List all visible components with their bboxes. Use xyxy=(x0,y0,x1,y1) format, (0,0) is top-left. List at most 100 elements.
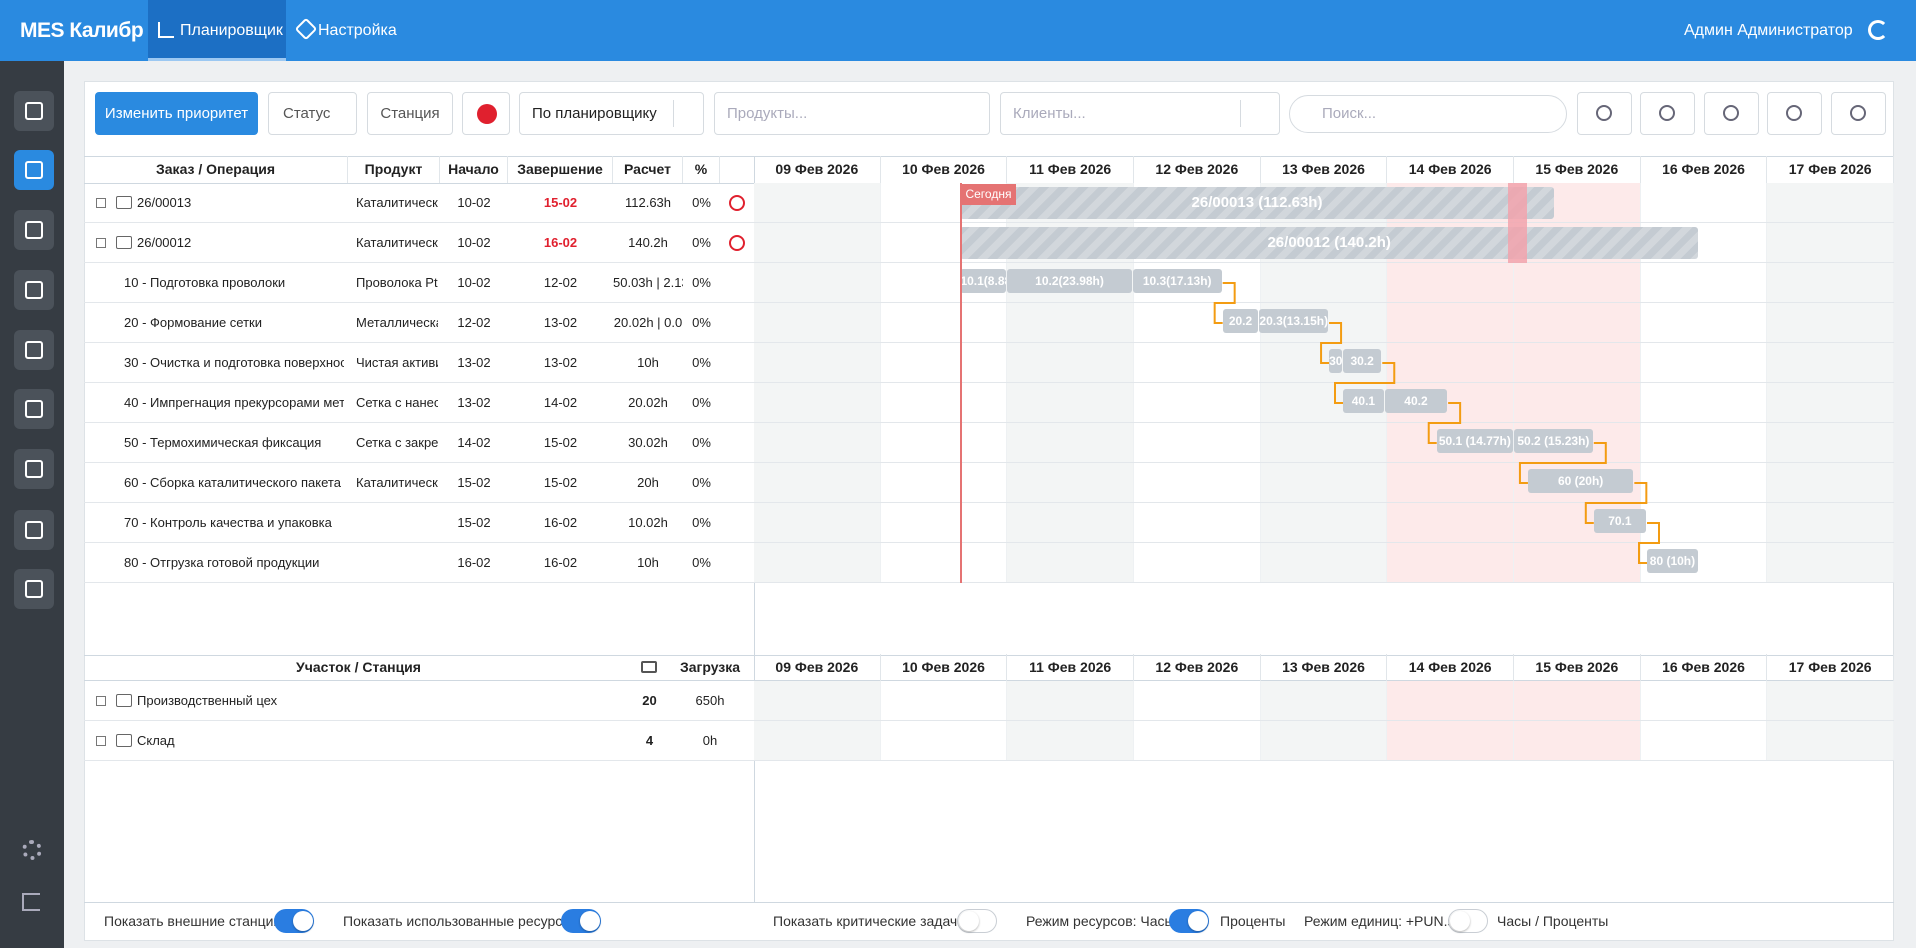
expand-icon[interactable] xyxy=(96,238,106,248)
priority-button[interactable]: Изменить приоритет xyxy=(95,92,258,135)
search-input[interactable]: Поиск... xyxy=(1289,95,1567,133)
date-header: 15 Фев 2026 xyxy=(1514,156,1641,183)
icon-button[interactable] xyxy=(1577,92,1632,135)
sidebar-icon xyxy=(25,221,43,239)
gantt-bar[interactable]: 70.1 xyxy=(1593,509,1646,533)
gantt-column xyxy=(1260,681,1388,761)
expand-icon[interactable] xyxy=(96,736,106,746)
sidebar-icon xyxy=(25,460,43,478)
cell: Сетка с нанесё xyxy=(356,395,438,410)
icon-button[interactable] xyxy=(1640,92,1695,135)
sidebar-button[interactable] xyxy=(14,210,54,250)
sidebar-button[interactable] xyxy=(14,389,54,429)
gantt-bar[interactable]: 26/00013 (112.63h) xyxy=(960,187,1554,219)
cell: 20h xyxy=(637,475,659,490)
planner-select[interactable]: По планировщику xyxy=(519,92,704,135)
user-icon[interactable] xyxy=(1868,20,1888,40)
alert-button[interactable] xyxy=(462,92,510,135)
gantt-bar[interactable]: 60 (20h) xyxy=(1527,469,1634,493)
toggle[interactable] xyxy=(561,909,601,933)
gantt-bar[interactable]: 20.3(13.15h) xyxy=(1259,309,1329,333)
cell: 0h xyxy=(702,733,718,748)
row-line xyxy=(84,502,1894,503)
gantt-bar[interactable]: 80 (10h) xyxy=(1647,549,1698,573)
nav-tab-active[interactable] xyxy=(148,0,286,61)
column-header: % xyxy=(683,156,720,183)
gantt-column xyxy=(1767,183,1894,583)
cell: 13-02 xyxy=(457,395,491,410)
gantt-bar[interactable]: 40.2 xyxy=(1384,389,1448,413)
gantt-bar[interactable]: 10.1(8.88h) xyxy=(960,269,1007,293)
cell: 80 - Отгрузка готовой продукции xyxy=(124,555,320,570)
gantt-bar[interactable]: 20.2 xyxy=(1222,309,1259,333)
row-line xyxy=(84,262,1894,263)
cell: 40 - Импрегнация прекурсорами металлов xyxy=(124,395,344,410)
gantt-bar[interactable]: 50.1 (14.77h) xyxy=(1436,429,1513,453)
cell: Сетка с закрепл xyxy=(356,435,438,450)
sidebar-button[interactable] xyxy=(14,270,54,310)
date-header: 09 Фев 2026 xyxy=(754,156,881,183)
expand-icon[interactable] xyxy=(96,696,106,706)
toggle[interactable] xyxy=(1448,909,1488,933)
cell: 140.2h xyxy=(628,235,668,250)
cell: 0% xyxy=(692,355,711,370)
cell: 20 - Формование сетки xyxy=(124,315,262,330)
cell: 50.03h | 2.13 xyxy=(613,275,683,290)
icon-button[interactable] xyxy=(1704,92,1759,135)
expand-icon[interactable] xyxy=(96,198,106,208)
gantt-column xyxy=(754,183,881,583)
cell: 12-02 xyxy=(457,315,491,330)
sidebar-button[interactable] xyxy=(14,150,54,190)
icon-button[interactable] xyxy=(1831,92,1886,135)
gantt-bar[interactable]: 30.2 xyxy=(1343,349,1382,373)
status-filter[interactable]: Статус xyxy=(268,92,357,135)
sidebar-icon xyxy=(25,161,43,179)
gantt-bar[interactable]: 30.1 xyxy=(1329,349,1342,373)
settings-icon[interactable] xyxy=(22,840,42,860)
toggle[interactable] xyxy=(274,909,314,933)
sidebar-button[interactable] xyxy=(14,330,54,370)
toggle-label: Показать внешние станции xyxy=(104,913,282,929)
icon-button[interactable] xyxy=(1767,92,1822,135)
toggle-knob xyxy=(959,911,979,931)
gantt-bar[interactable]: 10.2(23.98h) xyxy=(1007,269,1132,293)
toggle[interactable] xyxy=(1169,909,1209,933)
toggle[interactable] xyxy=(957,909,997,933)
sidebar-button[interactable] xyxy=(14,510,54,550)
toggle-label: Показать использованные ресурсы xyxy=(343,913,573,929)
cell: 26/00013 xyxy=(137,195,192,210)
cell: 15-02 xyxy=(543,435,578,450)
clients-select[interactable]: Клиенты... xyxy=(1000,92,1280,135)
toggle-label: Показать критические задачи xyxy=(773,913,966,929)
gantt-bar[interactable]: 10.3(17.13h) xyxy=(1132,269,1222,293)
sidebar-button[interactable] xyxy=(14,569,54,609)
column-header: Загрузка xyxy=(679,659,741,675)
date-header: 10 Фев 2026 xyxy=(881,156,1008,183)
user-name[interactable]: Админ Администратор xyxy=(1684,22,1853,39)
sidebar-button[interactable] xyxy=(14,91,54,131)
date-header: 15 Фев 2026 xyxy=(1514,654,1641,681)
date-header: 11 Фев 2026 xyxy=(1007,654,1134,681)
gantt-bar[interactable]: 26/00012 (140.2h) xyxy=(960,227,1698,259)
sidebar-button[interactable] xyxy=(14,449,54,489)
gantt-column xyxy=(880,681,1008,761)
gantt-column xyxy=(1387,681,1514,761)
station-filter[interactable]: Станция xyxy=(367,92,453,135)
date-header: 13 Фев 2026 xyxy=(1261,654,1388,681)
app-title: MES Калибр xyxy=(20,19,144,42)
nav-settings[interactable]: Настройка xyxy=(318,22,397,39)
cell: 14-02 xyxy=(457,435,491,450)
cell: 30.02h xyxy=(628,435,668,450)
cell: 20.02h | 0.0 xyxy=(613,315,683,330)
products-select[interactable]: Продукты... xyxy=(714,92,990,135)
gantt-bar[interactable]: 40.1 xyxy=(1343,389,1384,413)
cell: 10.02h xyxy=(628,515,668,530)
nav-planner[interactable]: Планировщик xyxy=(180,22,283,39)
logout-icon[interactable] xyxy=(22,893,40,911)
sidebar-icon xyxy=(25,400,43,418)
date-header: 16 Фев 2026 xyxy=(1641,156,1768,183)
gantt-bar[interactable]: 50.2 (15.23h) xyxy=(1514,429,1593,453)
footer-line xyxy=(84,902,1894,903)
cell: Проволока Pt-/ xyxy=(356,275,438,290)
column-header: Завершение xyxy=(508,156,613,183)
